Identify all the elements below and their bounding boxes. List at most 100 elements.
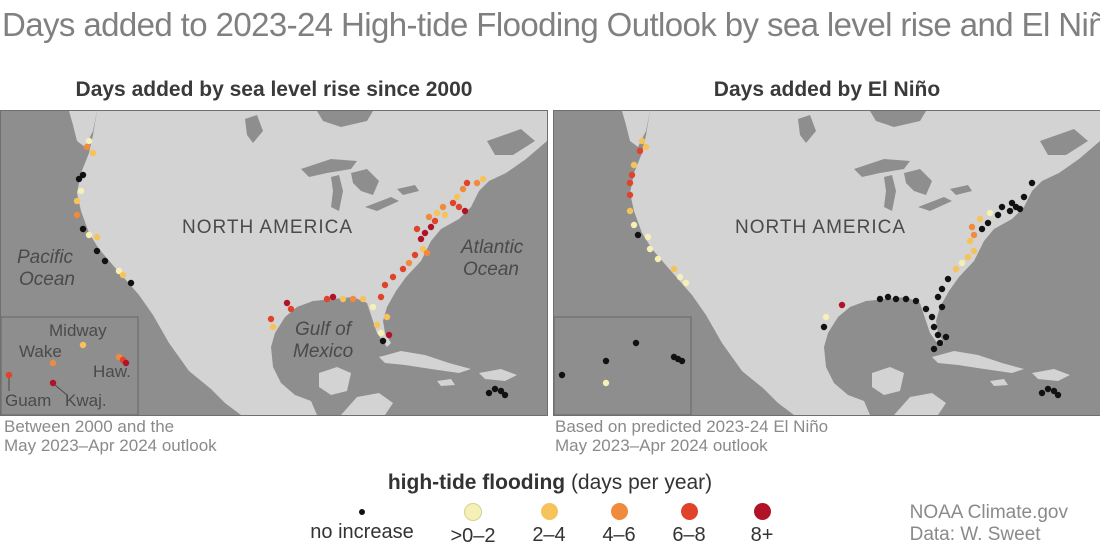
station-dot [1044, 385, 1052, 393]
station-dot [349, 295, 357, 303]
map-sea-level-rise: NORTH AMERICA Pacific Ocean Atlantic Oce… [0, 110, 548, 416]
station-dot [892, 295, 900, 303]
station-dot [964, 253, 972, 261]
map-sea-level-rise-svg: NORTH AMERICA Pacific Ocean Atlantic Oce… [1, 111, 547, 415]
station-dot [411, 251, 419, 259]
legend-dot [540, 503, 558, 520]
station-dot [323, 295, 331, 303]
lake-michigan [884, 175, 896, 211]
station-dot [676, 273, 684, 281]
caption-el-nino: Based on predicted 2023-24 El Niño May 2… [555, 417, 828, 455]
station-dot [994, 211, 1002, 219]
legend-dot [464, 503, 482, 521]
station-dot [820, 323, 828, 331]
station-dot [682, 279, 690, 287]
station-dot [628, 171, 636, 179]
station-dot [79, 225, 87, 233]
legend-dot [680, 503, 698, 520]
lake-ontario [397, 185, 419, 195]
station-dot [630, 161, 638, 169]
station-dot [938, 303, 946, 311]
station-dot [267, 315, 275, 323]
chart-title: Days added to 2023-24 High-tide Flooding… [2, 6, 1100, 43]
station-dot [93, 247, 101, 255]
station-dot [425, 213, 433, 221]
lake-winnipeg [245, 115, 263, 143]
station-dot [431, 217, 439, 225]
great-lakes [245, 111, 535, 211]
station-dot [646, 245, 654, 253]
land-cuba [379, 351, 471, 373]
station-dot [77, 187, 85, 195]
caption-line: May 2023–Apr 2024 outlook [4, 436, 217, 455]
station-dot [339, 295, 347, 303]
station-dot [678, 357, 686, 365]
station-dot [1016, 205, 1024, 213]
gulf-st-lawrence [487, 129, 535, 155]
station-dot [638, 137, 646, 145]
land-cuba [932, 351, 1024, 373]
pacific-islands-inset [554, 316, 692, 415]
station-dot [417, 235, 425, 243]
station-dot [79, 341, 87, 349]
lake-huron [351, 169, 379, 195]
station-dot [122, 359, 130, 367]
station-dot [85, 231, 93, 239]
land-jamaica [990, 379, 1008, 386]
atlantic-label-1: Atlantic [460, 237, 524, 258]
station-dot [632, 339, 640, 347]
station-dot [119, 271, 127, 279]
great-lakes [798, 111, 1088, 211]
station-dot [922, 305, 930, 313]
land-yucatan [319, 367, 351, 395]
station-dot [377, 293, 385, 301]
station-dot [369, 303, 377, 311]
legend-label: 4–6 [602, 524, 636, 546]
station-dot [421, 229, 429, 237]
station-dot [558, 371, 566, 379]
land-jamaica [437, 379, 455, 386]
midway-label: Midway [49, 321, 107, 340]
station-dot [423, 249, 431, 257]
station-dot [644, 233, 652, 241]
station-dot [383, 313, 391, 321]
gulf-label-1: Gulf of [295, 319, 353, 340]
caption-line: May 2023–Apr 2024 outlook [555, 436, 768, 455]
map-el-nino-svg: NORTH AMERICA [554, 111, 1100, 415]
station-dot [5, 371, 13, 379]
station-dot [427, 223, 435, 231]
station-dot [389, 273, 397, 281]
station-dot [642, 143, 650, 151]
legend-label: 2–4 [532, 524, 566, 546]
continent-label: NORTH AMERICA [735, 217, 906, 238]
station-dot [822, 313, 830, 321]
station-dot [838, 301, 846, 309]
station-dot [473, 179, 481, 187]
station-dot [958, 259, 966, 267]
station-dot [73, 197, 81, 205]
station-dot [455, 203, 463, 211]
station-dot [884, 293, 892, 301]
station-dot [938, 285, 946, 293]
station-dot [449, 199, 457, 207]
station-dot [670, 265, 678, 273]
station-dot [634, 231, 642, 239]
station-dot [49, 359, 57, 367]
legend-item-4-6: 4–6 [559, 503, 679, 547]
legend-label: 8+ [750, 524, 774, 546]
legend-item-2-4: 2–4 [489, 503, 609, 547]
legend-dot [753, 503, 771, 520]
legend-title: high-tide flooding (days per year) [0, 471, 1100, 495]
map-el-nino: NORTH AMERICA [553, 110, 1100, 416]
station-dot [479, 175, 487, 183]
station-dot [79, 171, 87, 179]
station-dot [944, 275, 952, 283]
land-canada-coast [69, 111, 97, 147]
station-dot [942, 333, 950, 341]
station-dot [626, 179, 634, 187]
station-dot [602, 357, 610, 365]
station-dot [73, 211, 81, 219]
legend-item-6-8: 6–8 [629, 503, 749, 547]
station-dots-sea-level-rise [5, 137, 509, 399]
station-dot [1008, 199, 1016, 207]
